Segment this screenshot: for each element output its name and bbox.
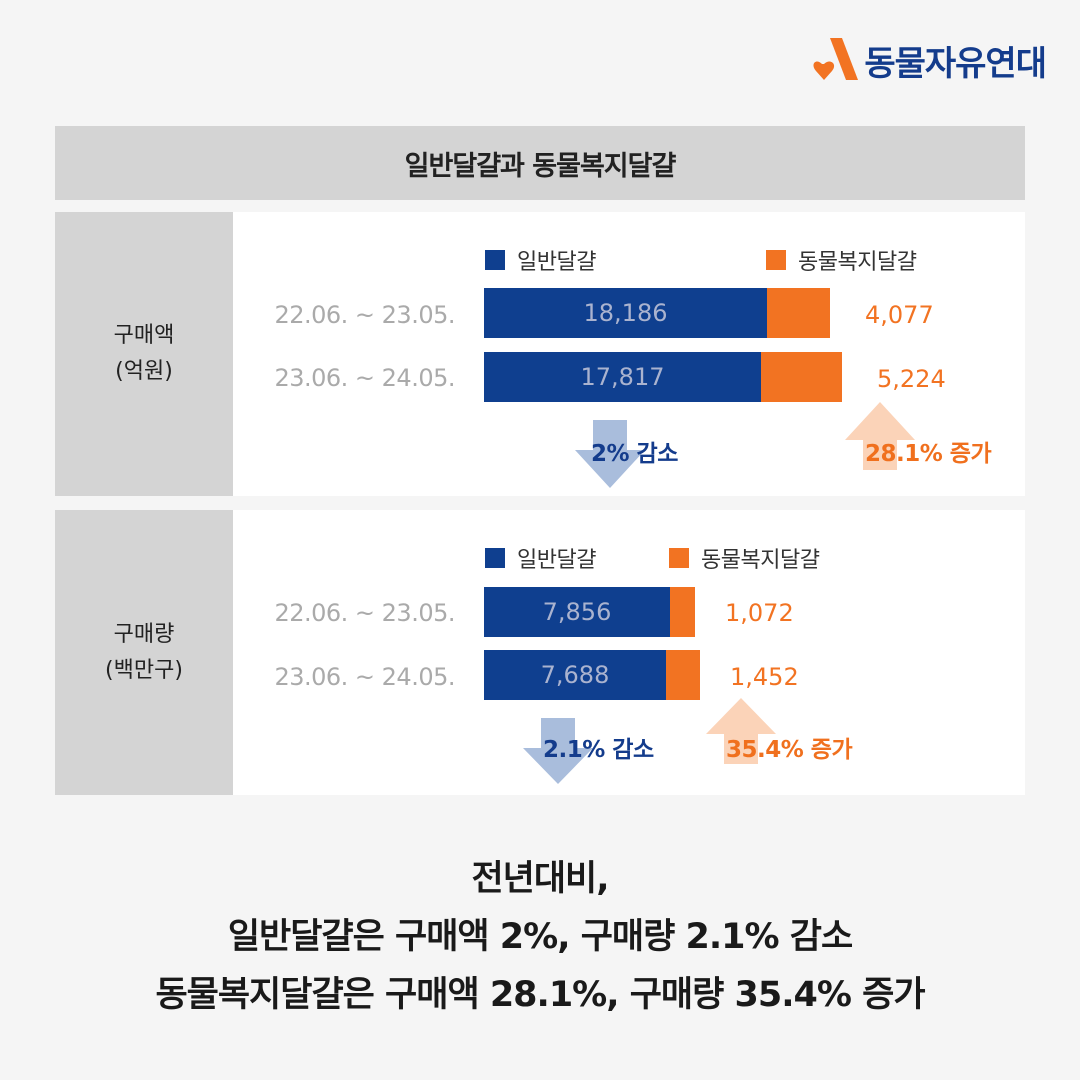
bar-general: 18,186 [484,288,767,338]
bar-value-label: 7,856 [542,598,612,626]
welfare-value-label: 5,224 [877,365,946,393]
side-label-line: (억원) [115,359,173,384]
period-label: 22.06. ~ 23.05. [274,301,455,329]
legend-label: 일반달걀 [517,250,596,275]
welfare-value-label: 1,072 [725,599,794,627]
legend-label: 일반달걀 [517,548,596,573]
bar-welfare [670,587,695,637]
legend-item-general: 일반달걀 [485,244,596,276]
change-general: 2% 감소 [591,441,678,467]
legend-label: 동물복지달걀 [798,250,917,275]
bar-value-label: 17,817 [580,363,665,391]
legend-item-welfare: 동물복지달걀 [669,542,820,574]
summary-line: 동물복지달걀은 구매액 28.1%, 구매량 35.4% 증가 [155,975,925,1015]
side-label-line: 구매액 [113,323,175,348]
chart-panel-amount: 구매액 (억원) 일반달걀 동물복지달걀 22.06. ~ 23.05. 23.… [55,212,1025,496]
side-label-line: (백만구) [105,657,183,683]
welfare-value-label: 4,077 [865,301,934,329]
bar-general: 17,817 [484,352,761,402]
brand-name: 동물자유연대 [864,43,1047,84]
summary-line: 일반달걀은 구매액 2%, 구매량 2.1% 감소 [227,917,853,957]
panel-side-label: 구매액 (억원) [55,212,233,496]
change-welfare: 35.4% 증가 [726,737,853,763]
up-arrow-icon [706,698,776,764]
legend-swatch-general [485,250,505,270]
bar-general: 7,856 [484,587,670,637]
bar-welfare [767,288,830,338]
legend-swatch-general [485,548,505,568]
change-general: 2.1% 감소 [543,737,654,763]
period-label: 23.06. ~ 24.05. [274,364,455,392]
legend-item-general: 일반달걀 [485,542,596,574]
legend-label: 동물복지달걀 [701,548,820,573]
chart-panel-quantity: 구매량 (백만구) 일반달걀 동물복지달걀 22.06. ~ 23.05. 23… [55,510,1025,795]
summary-line: 전년대비, [471,859,609,899]
brand-mark-icon [813,38,859,80]
legend-swatch-welfare [766,250,786,270]
summary-text: 전년대비, 일반달걀은 구매액 2%, 구매량 2.1% 감소 동물복지달걀은 … [0,850,1080,1024]
chart-title-bar: 일반달걀과 동물복지달걀 [55,126,1025,200]
legend-swatch-welfare [669,548,689,568]
bar-value-label: 7,688 [540,661,610,689]
welfare-value-label: 1,452 [730,663,799,691]
bar-welfare [666,650,700,700]
bar-welfare [761,352,842,402]
side-label-line: 구매량 [113,621,175,647]
bar-value-label: 18,186 [583,299,668,327]
period-label: 22.06. ~ 23.05. [274,599,455,627]
change-welfare: 28.1% 증가 [865,441,992,467]
chart-title: 일반달걀과 동물복지달걀 [404,150,677,182]
bar-general: 7,688 [484,650,666,700]
down-arrow-icon [523,718,593,784]
period-label: 23.06. ~ 24.05. [274,663,455,691]
up-arrow-icon [845,402,915,470]
legend-item-welfare: 동물복지달걀 [766,244,917,276]
down-arrow-icon [575,420,645,488]
brand-logo: 동물자유연대 [808,34,1047,86]
panel-side-label: 구매량 (백만구) [55,510,233,795]
